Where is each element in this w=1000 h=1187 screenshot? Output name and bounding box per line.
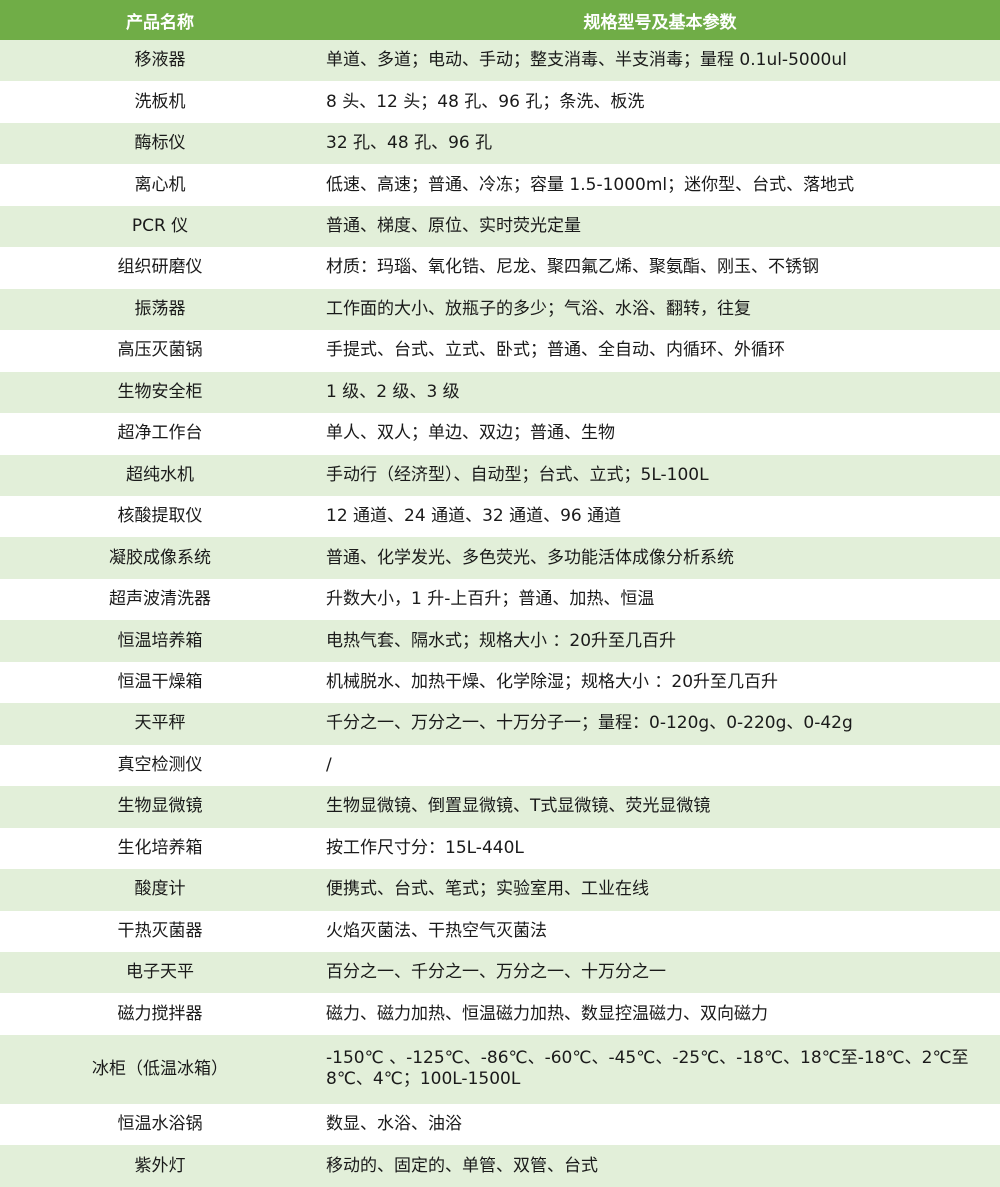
table-row: 紫外灯 移动的、固定的、单管、双管、台式 — [0, 1145, 1000, 1187]
table-row: 超净工作台 单人、双人；单边、双边；普通、生物 — [0, 413, 1000, 455]
table-row: 生化培养箱 按工作尺寸分：15L-440L — [0, 827, 1000, 870]
spec-cell: 单道、多道；电动、手动；整支消毒、半支消毒；量程 0.1ul-5000ul — [320, 40, 1000, 82]
product-name-cell: 恒温培养箱 — [0, 620, 320, 662]
product-name-cell: 移液器 — [0, 40, 320, 82]
spec-cell: -150℃ 、-125℃、-86℃、-60℃、-45℃、-25℃、-18℃、18… — [320, 1034, 1000, 1104]
spec-cell: 数显、水浴、油浴 — [320, 1103, 1000, 1146]
table-row: 振荡器 工作面的大小、放瓶子的多少；气浴、水浴、翻转，往复 — [0, 288, 1000, 331]
product-name-cell: 高压灭菌锅 — [0, 330, 320, 372]
spec-cell: 手动行（经济型）、自动型；台式、立式；5L-100L — [320, 454, 1000, 496]
product-name-cell: 恒温干燥箱 — [0, 661, 320, 704]
spec-cell: 1 级、2 级、3 级 — [320, 371, 1000, 414]
spec-cell: 机械脱水、加热干燥、化学除湿；规格大小 ：20升至几百升 — [320, 661, 1000, 704]
product-name-cell: 生物安全柜 — [0, 371, 320, 414]
spec-cell: 电热气套、隔水式；规格大小 ：20升至几百升 — [320, 620, 1000, 662]
product-name-cell: 洗板机 — [0, 81, 320, 123]
spec-cell: 普通、梯度、原位、实时荧光定量 — [320, 205, 1000, 248]
table-row: 洗板机 8 头、12 头；48 孔、96 孔；条洗、板洗 — [0, 81, 1000, 123]
table-row: 恒温干燥箱 机械脱水、加热干燥、化学除湿；规格大小 ：20升至几百升 — [0, 661, 1000, 704]
product-name-cell: 冰柜（低温冰箱） — [0, 1034, 320, 1104]
table-row: 恒温培养箱 电热气套、隔水式；规格大小 ：20升至几百升 — [0, 620, 1000, 662]
spec-cell: 火焰灭菌法、干热空气灭菌法 — [320, 910, 1000, 952]
header-product-name: 产品名称 — [0, 0, 320, 40]
table-row: 超声波清洗器 升数大小，1 升-上百升；普通、加热、恒温 — [0, 578, 1000, 621]
product-name-cell: 真空检测仪 — [0, 744, 320, 787]
table-row: 酸度计 便携式、台式、笔式；实验室用、工业在线 — [0, 869, 1000, 911]
table-row: 酶标仪 32 孔、48 孔、96 孔 — [0, 122, 1000, 165]
product-name-cell: 酸度计 — [0, 869, 320, 911]
product-name-cell: 干热灭菌器 — [0, 910, 320, 952]
table-row: 离心机 低速、高速；普通、冷冻；容量 1.5-1000ml；迷你型、台式、落地式 — [0, 164, 1000, 206]
product-name-cell: 超纯水机 — [0, 454, 320, 496]
spec-cell: 低速、高速；普通、冷冻；容量 1.5-1000ml；迷你型、台式、落地式 — [320, 164, 1000, 206]
spec-cell: 百分之一、千分之一、万分之一、十万分之一 — [320, 951, 1000, 994]
product-name-cell: 组织研磨仪 — [0, 247, 320, 289]
product-name-cell: 凝胶成像系统 — [0, 537, 320, 579]
table-row: 核酸提取仪 12 通道、24 通道、32 通道、96 通道 — [0, 495, 1000, 538]
table-row: 天平秤 千分之一、万分之一、十万分子一；量程：0-120g、0-220g、0-42… — [0, 703, 1000, 745]
spec-cell: 磁力、磁力加热、恒温磁力加热、数显控温磁力、双向磁力 — [320, 993, 1000, 1035]
product-name-cell: 离心机 — [0, 164, 320, 206]
product-name-cell: 磁力搅拌器 — [0, 993, 320, 1035]
spec-cell: 生物显微镜、倒置显微镜、T式显微镜、荧光显微镜 — [320, 786, 1000, 828]
product-name-cell: 生物显微镜 — [0, 786, 320, 828]
table-row: 移液器 单道、多道；电动、手动；整支消毒、半支消毒；量程 0.1ul-5000ul — [0, 40, 1000, 82]
spec-cell: 材质：玛瑙、氧化锆、尼龙、聚四氟乙烯、聚氨酯、刚玉、不锈钢 — [320, 247, 1000, 289]
table-row: 冰柜（低温冰箱） -150℃ 、-125℃、-86℃、-60℃、-45℃、-25℃… — [0, 1034, 1000, 1104]
spec-cell: 按工作尺寸分：15L-440L — [320, 827, 1000, 870]
table-row: 干热灭菌器 火焰灭菌法、干热空气灭菌法 — [0, 910, 1000, 952]
spec-cell: 单人、双人；单边、双边；普通、生物 — [320, 413, 1000, 455]
product-name-cell: 振荡器 — [0, 288, 320, 331]
spec-cell: 便携式、台式、笔式；实验室用、工业在线 — [320, 869, 1000, 911]
table-row: 超纯水机 手动行（经济型）、自动型；台式、立式；5L-100L — [0, 454, 1000, 496]
product-name-cell: 超声波清洗器 — [0, 578, 320, 621]
spec-cell: 移动的、固定的、单管、双管、台式 — [320, 1145, 1000, 1187]
product-name-cell: 生化培养箱 — [0, 827, 320, 870]
spec-cell: 32 孔、48 孔、96 孔 — [320, 122, 1000, 165]
table-row: 真空检测仪 / — [0, 744, 1000, 787]
table-header: 产品名称 规格型号及基本参数 — [0, 0, 1000, 40]
table-row: 组织研磨仪 材质：玛瑙、氧化锆、尼龙、聚四氟乙烯、聚氨酯、刚玉、不锈钢 — [0, 247, 1000, 289]
spec-cell: 千分之一、万分之一、十万分子一；量程：0-120g、0-220g、0-42g — [320, 703, 1000, 745]
table-row: 磁力搅拌器 磁力、磁力加热、恒温磁力加热、数显控温磁力、双向磁力 — [0, 993, 1000, 1035]
spec-cell: 升数大小，1 升-上百升；普通、加热、恒温 — [320, 578, 1000, 621]
spec-cell: 工作面的大小、放瓶子的多少；气浴、水浴、翻转，往复 — [320, 288, 1000, 331]
table-row: 凝胶成像系统 普通、化学发光、多色荧光、多功能活体成像分析系统 — [0, 537, 1000, 579]
spec-cell: 8 头、12 头；48 孔、96 孔；条洗、板洗 — [320, 81, 1000, 123]
product-name-cell: 核酸提取仪 — [0, 495, 320, 538]
table-row: 电子天平 百分之一、千分之一、万分之一、十万分之一 — [0, 951, 1000, 994]
table-row: PCR 仪普通、梯度、原位、实时荧光定量 — [0, 205, 1000, 248]
table-row: 恒温水浴锅 数显、水浴、油浴 — [0, 1103, 1000, 1146]
table-row: 生物安全柜 1 级、2 级、3 级 — [0, 371, 1000, 414]
spec-cell: / — [320, 744, 1000, 787]
table-row: 生物显微镜 生物显微镜、倒置显微镜、T式显微镜、荧光显微镜 — [0, 786, 1000, 828]
spec-cell: 手提式、台式、立式、卧式；普通、全自动、内循环、外循环 — [320, 330, 1000, 372]
spec-cell: 12 通道、24 通道、32 通道、96 通道 — [320, 495, 1000, 538]
product-name-cell: 超净工作台 — [0, 413, 320, 455]
header-spec: 规格型号及基本参数 — [320, 0, 1000, 40]
product-name-cell: 紫外灯 — [0, 1145, 320, 1187]
product-name-cell: 电子天平 — [0, 951, 320, 994]
table-row: 高压灭菌锅 手提式、台式、立式、卧式；普通、全自动、内循环、外循环 — [0, 330, 1000, 372]
product-name-cell: PCR 仪 — [0, 205, 320, 248]
spec-cell: 普通、化学发光、多色荧光、多功能活体成像分析系统 — [320, 537, 1000, 579]
product-name-cell: 酶标仪 — [0, 122, 320, 165]
product-name-cell: 天平秤 — [0, 703, 320, 745]
product-name-cell: 恒温水浴锅 — [0, 1103, 320, 1146]
